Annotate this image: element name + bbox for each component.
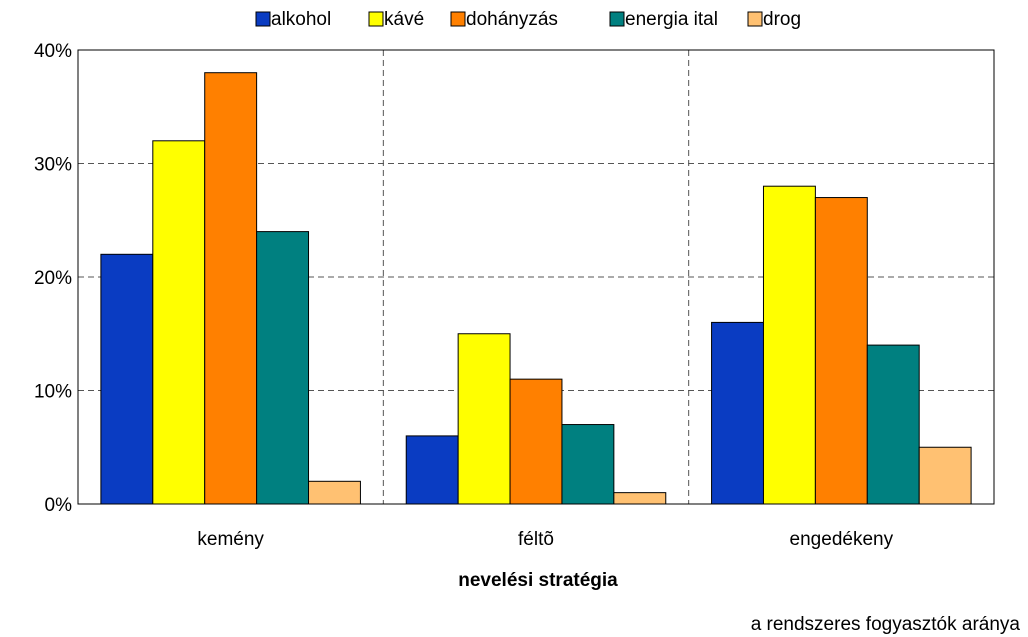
bar xyxy=(711,321,764,505)
x-axis-label: nevelési stratégia xyxy=(458,570,618,591)
legend-swatch xyxy=(368,11,384,27)
y-tick-label: 40% xyxy=(34,41,72,62)
y-tick-label: 10% xyxy=(34,382,72,403)
legend-swatch xyxy=(747,11,763,27)
bar xyxy=(152,140,206,505)
x-tick-label: kemény xyxy=(197,529,264,550)
y-tick-label: 20% xyxy=(34,268,72,289)
bar xyxy=(814,197,868,505)
bar xyxy=(762,185,816,505)
bar xyxy=(204,72,258,505)
annotation: a rendszeres fogyasztók aránya xyxy=(751,614,1021,635)
x-tick-label: féltõ xyxy=(518,529,554,550)
x-tick-label: engedékeny xyxy=(790,529,894,550)
legend-label: drog xyxy=(763,9,801,30)
bar xyxy=(509,378,563,505)
legend-swatch xyxy=(450,11,466,27)
legend-label: dohányzás xyxy=(466,9,558,30)
bar xyxy=(256,231,310,505)
y-tick-label: 0% xyxy=(45,495,73,516)
y-tick-label: 30% xyxy=(34,155,72,176)
bar xyxy=(613,492,667,505)
legend-swatch xyxy=(609,11,625,27)
legend-label: alkohol xyxy=(271,9,331,30)
bar xyxy=(100,253,154,505)
legend-label: kávé xyxy=(384,9,424,30)
legend-label: energia ital xyxy=(625,9,718,30)
bar xyxy=(918,446,972,505)
plot-frame xyxy=(77,49,995,505)
bar xyxy=(405,435,459,505)
bar xyxy=(866,344,920,505)
bar xyxy=(457,333,511,505)
bar xyxy=(308,480,361,505)
legend-swatch xyxy=(255,11,271,27)
bar xyxy=(561,424,615,505)
